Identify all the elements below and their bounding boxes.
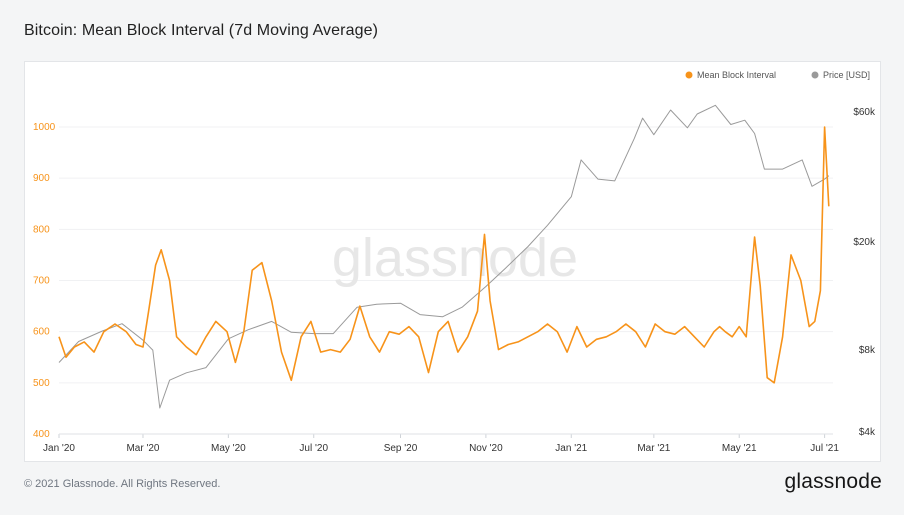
y-right-tick-label: $8k bbox=[859, 345, 876, 356]
chart-svg[interactable]: glassnode Jan '20 Mar '20 May '20 Jul '20 Se… bbox=[25, 62, 882, 463]
y-left-tick-label: 400 bbox=[33, 429, 50, 440]
watermark: glassnode bbox=[332, 228, 578, 288]
x-tick-label: Jul '21 bbox=[810, 443, 839, 454]
y-right-tick-label: $4k bbox=[859, 427, 876, 438]
x-tick-label: May '20 bbox=[211, 443, 246, 454]
x-tick-label: Jan '21 bbox=[555, 443, 587, 454]
chart-title: Bitcoin: Mean Block Interval (7d Moving … bbox=[24, 22, 379, 39]
y-right-tick-label: $20k bbox=[853, 237, 876, 248]
y-left-tick-label: 600 bbox=[33, 327, 50, 338]
y-left-tick-label: 700 bbox=[33, 276, 50, 287]
series-price-line[interactable] bbox=[58, 104, 830, 409]
x-tick-label: Mar '21 bbox=[637, 443, 670, 454]
chart-panel: glassnode Jan '20 Mar '20 May '20 Jul '20 Se… bbox=[24, 61, 881, 462]
y-left-tick-label: 500 bbox=[33, 378, 50, 389]
series-mean-block-interval-line[interactable] bbox=[58, 126, 830, 384]
x-tick-label: Sep '20 bbox=[384, 443, 418, 454]
legend-item-label[interactable]: Mean Block Interval bbox=[697, 70, 776, 80]
legend-marker bbox=[811, 71, 819, 79]
x-tick-label: Jan '20 bbox=[43, 443, 75, 454]
y-left-tick-label: 800 bbox=[33, 224, 50, 235]
x-tick-label: Jul '20 bbox=[299, 443, 328, 454]
copyright: © 2021 Glassnode. All Rights Reserved. bbox=[24, 478, 221, 490]
x-tick-label: Mar '20 bbox=[126, 443, 159, 454]
legend-marker bbox=[685, 71, 693, 79]
y-left-tick-label: 1000 bbox=[33, 122, 56, 133]
x-tick-label: May '21 bbox=[722, 443, 757, 454]
brand-logo[interactable]: glassnode bbox=[784, 470, 882, 493]
x-tick-label: Nov '20 bbox=[469, 443, 503, 454]
legend-item-label[interactable]: Price [USD] bbox=[823, 70, 870, 80]
y-left-tick-label: 900 bbox=[33, 173, 50, 184]
y-right-tick-label: $60k bbox=[853, 107, 876, 118]
